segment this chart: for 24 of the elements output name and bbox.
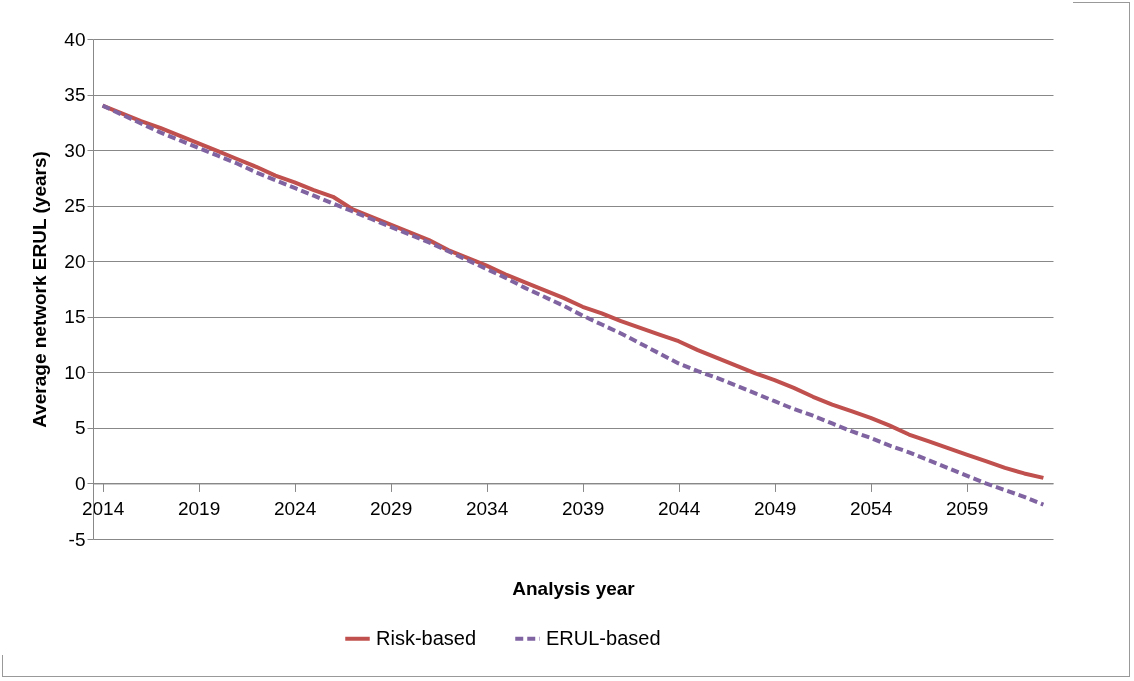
y-tick-label: 10 [64, 361, 86, 383]
legend-label: ERUL-based [546, 626, 661, 649]
x-tick-label: 2014 [81, 497, 125, 519]
legend-label: Risk-based [376, 626, 477, 649]
x-tick-label: 2059 [945, 497, 989, 519]
x-tick-label: 2049 [753, 497, 797, 519]
x-tick-label: 2044 [657, 497, 701, 519]
x-tick-label: 2024 [273, 497, 317, 519]
y-tick-label: 15 [64, 306, 86, 328]
y-tick-label: 40 [64, 28, 86, 50]
y-tick-label: 35 [64, 84, 86, 106]
x-tick-label: 2054 [849, 497, 893, 519]
y-tick-label: 0 [74, 472, 86, 494]
x-axis-title: Analysis year [512, 577, 636, 599]
x-tick-label: 2034 [465, 497, 509, 519]
y-tick-label: 5 [74, 417, 86, 439]
y-tick-label: 25 [64, 195, 86, 217]
y-tick-label: 20 [64, 250, 86, 272]
y-tick-label: -5 [68, 528, 86, 550]
x-tick-label: 2029 [369, 497, 413, 519]
x-tick-label: 2019 [177, 497, 221, 519]
x-tick-label: 2039 [561, 497, 605, 519]
y-axis-title: Average network ERUL (years) [29, 151, 51, 428]
y-tick-label: 30 [64, 139, 86, 161]
